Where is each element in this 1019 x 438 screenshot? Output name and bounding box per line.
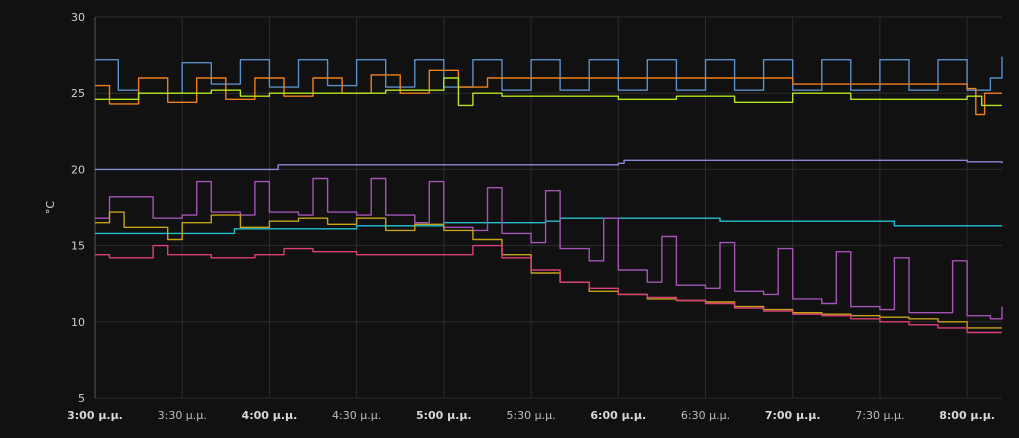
series-line-2 xyxy=(95,69,1002,116)
grid xyxy=(94,16,1002,399)
y-axis-ticks: 5 10 15 20 25 30 xyxy=(71,11,85,405)
x-axis-ticks: 3:00 μ.μ. 3:30 μ.μ. 4:00 μ.μ. 4:30 μ.μ. 5:00… xyxy=(67,409,995,422)
x-tick-label: 6:30 μ.μ. xyxy=(681,409,730,422)
series-line-3 xyxy=(95,77,1002,107)
x-tick-label: 5:00 μ.μ. xyxy=(416,409,472,422)
y-tick-label: 5 xyxy=(78,392,85,405)
x-tick-label: 6:00 μ.μ. xyxy=(590,409,646,422)
y-tick-label: 20 xyxy=(71,163,85,176)
x-tick-label: 7:00 μ.μ. xyxy=(765,409,821,422)
x-tick-label: 3:30 μ.μ. xyxy=(158,409,207,422)
x-tick-label: 5:30 μ.μ. xyxy=(506,409,555,422)
x-tick-label: 3:00 μ.μ. xyxy=(67,409,123,422)
y-axis-label: °C xyxy=(44,201,57,215)
y-tick-label: 15 xyxy=(71,240,85,253)
y-tick-label: 10 xyxy=(71,316,85,329)
series-line-7 xyxy=(95,211,1002,329)
x-tick-label: 4:00 μ.μ. xyxy=(242,409,298,422)
series-line-5 xyxy=(95,217,1002,235)
x-tick-label: 8:00 μ.μ. xyxy=(939,409,995,422)
x-tick-label: 7:30 μ.μ. xyxy=(855,409,904,422)
y-tick-label: 30 xyxy=(71,11,85,24)
series-lines xyxy=(95,56,1003,334)
x-tick-label: 4:30 μ.μ. xyxy=(332,409,381,422)
series-line-1 xyxy=(95,56,1003,94)
series-line-6 xyxy=(95,177,1003,320)
series-line-4 xyxy=(95,159,1003,171)
series-line-8 xyxy=(95,244,1002,334)
y-tick-label: 25 xyxy=(71,87,85,100)
